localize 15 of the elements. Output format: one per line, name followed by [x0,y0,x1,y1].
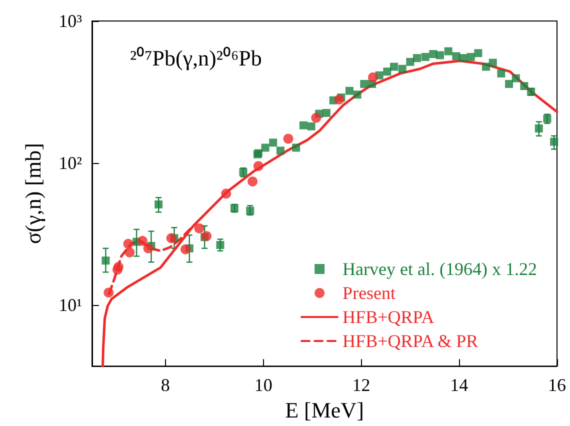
x-tick-label: 16 [548,375,566,396]
legend-label: Harvey et al. (1964) x 1.22 [342,259,538,279]
legend-label: HFB+QRPA [342,307,434,327]
x-tick-label: 8 [160,375,170,396]
legend-label: Present [342,283,396,303]
x-axis-title: E [MeV] [285,398,364,422]
y-tick-label: 10³ [58,11,83,31]
legend-label: HFB+QRPA & PR [342,331,478,351]
text: ²⁰⁷Pb(γ,n)²⁰⁶Pb [130,46,262,70]
x-tick-label: 10 [254,375,272,396]
x-tick-label: 14 [450,375,468,396]
y-axis-title: σ(γ,n) [mb] [20,143,46,244]
y-tick-label: 10¹ [58,294,82,315]
y-tick-label: 10² [58,152,82,173]
x-tick-label: 12 [352,375,370,396]
